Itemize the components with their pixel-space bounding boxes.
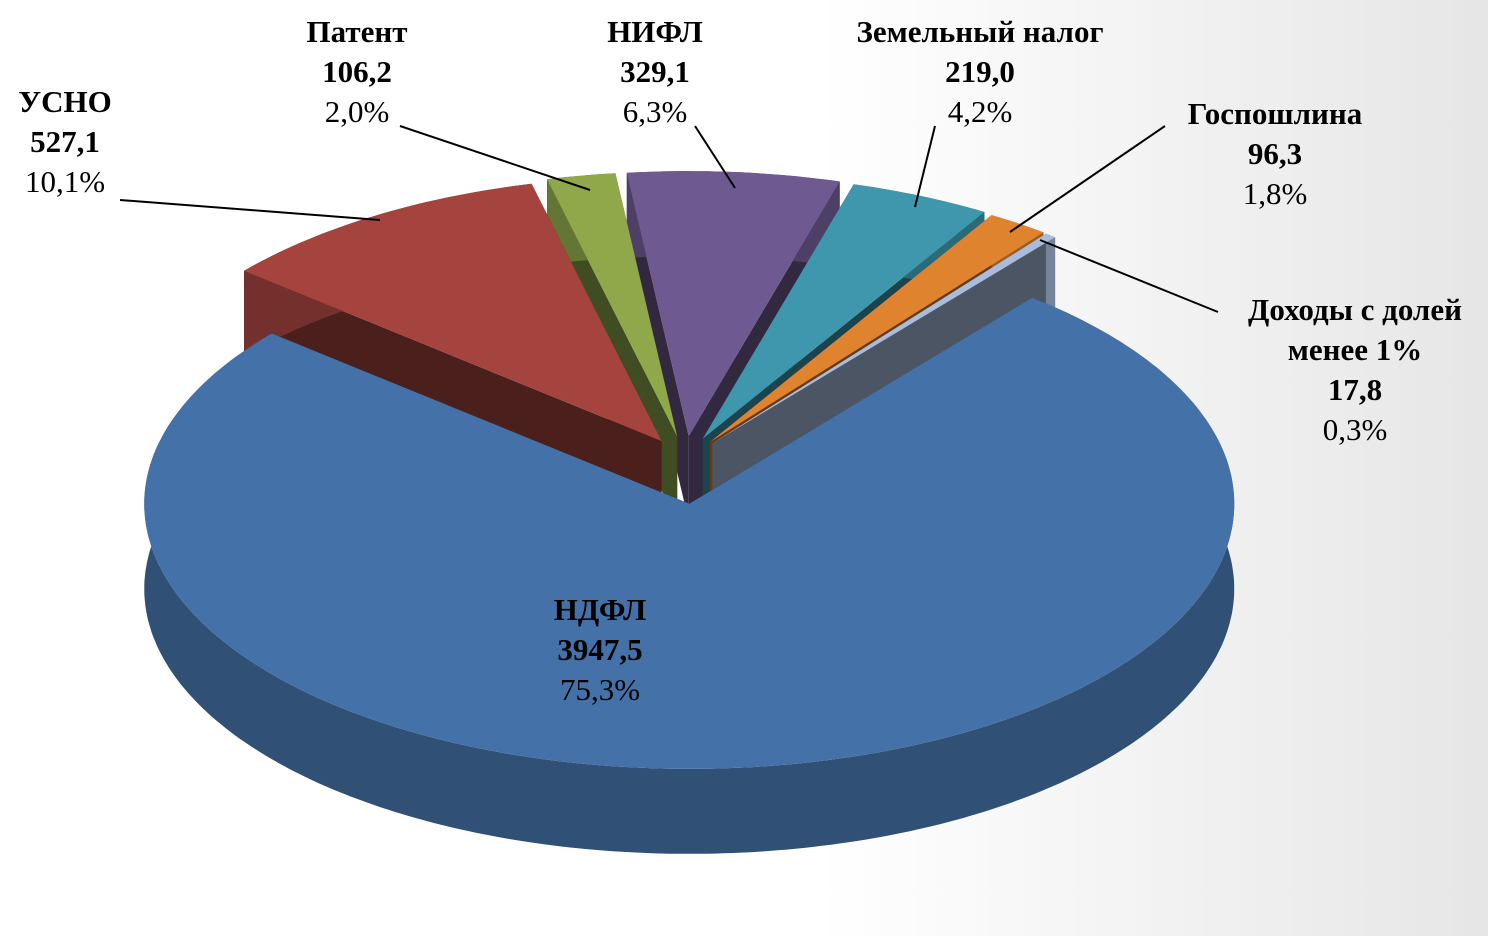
slice-label: Доходы с долей менее 1% 17,8 0,3% xyxy=(1220,290,1488,450)
category-label: Доходы с долей менее 1% xyxy=(1248,292,1462,367)
value-label: 17,8 xyxy=(1327,372,1383,407)
slice-label: УСНО 527,1 10,1% xyxy=(0,82,165,202)
category-label: Патент xyxy=(306,14,408,49)
slice-label: Земельный налог 219,0 4,2% xyxy=(820,12,1140,132)
value-label: 3947,5 xyxy=(557,632,643,667)
percent-label: 6,3% xyxy=(622,94,688,129)
slice-label: НИФЛ 329,1 6,3% xyxy=(555,12,755,132)
value-label: 329,1 xyxy=(620,54,690,89)
category-label: Госпошлина xyxy=(1187,96,1363,131)
slice xyxy=(626,171,840,437)
slice xyxy=(712,233,1056,444)
percent-label: 0,3% xyxy=(1322,412,1388,447)
slice xyxy=(144,297,1235,769)
category-label: НДФЛ xyxy=(553,592,647,627)
category-label: НИФЛ xyxy=(607,14,703,49)
slice xyxy=(547,173,678,437)
slices xyxy=(144,171,1235,854)
slice xyxy=(702,184,985,439)
slice-label: Госпошлина 96,3 1,8% xyxy=(1145,94,1405,214)
value-label: 96,3 xyxy=(1247,136,1303,171)
category-label: УСНО xyxy=(18,84,112,119)
value-label: 219,0 xyxy=(945,54,1015,89)
slice xyxy=(244,183,662,442)
percent-label: 10,1% xyxy=(24,164,106,199)
value-label: 106,2 xyxy=(322,54,392,89)
percent-label: 1,8% xyxy=(1242,176,1308,211)
category-label: Земельный налог xyxy=(856,14,1104,49)
percent-label: 2,0% xyxy=(324,94,390,129)
value-label: 527,1 xyxy=(30,124,100,159)
slice xyxy=(710,215,1044,442)
slice-wall xyxy=(1045,233,1056,323)
percent-label: 75,3% xyxy=(559,672,641,707)
percent-label: 4,2% xyxy=(947,94,1013,129)
slice-label: Патент 106,2 2,0% xyxy=(247,12,467,132)
leader-lines xyxy=(119,125,1219,313)
slice-label: НДФЛ 3947,5 75,3% xyxy=(470,590,730,710)
